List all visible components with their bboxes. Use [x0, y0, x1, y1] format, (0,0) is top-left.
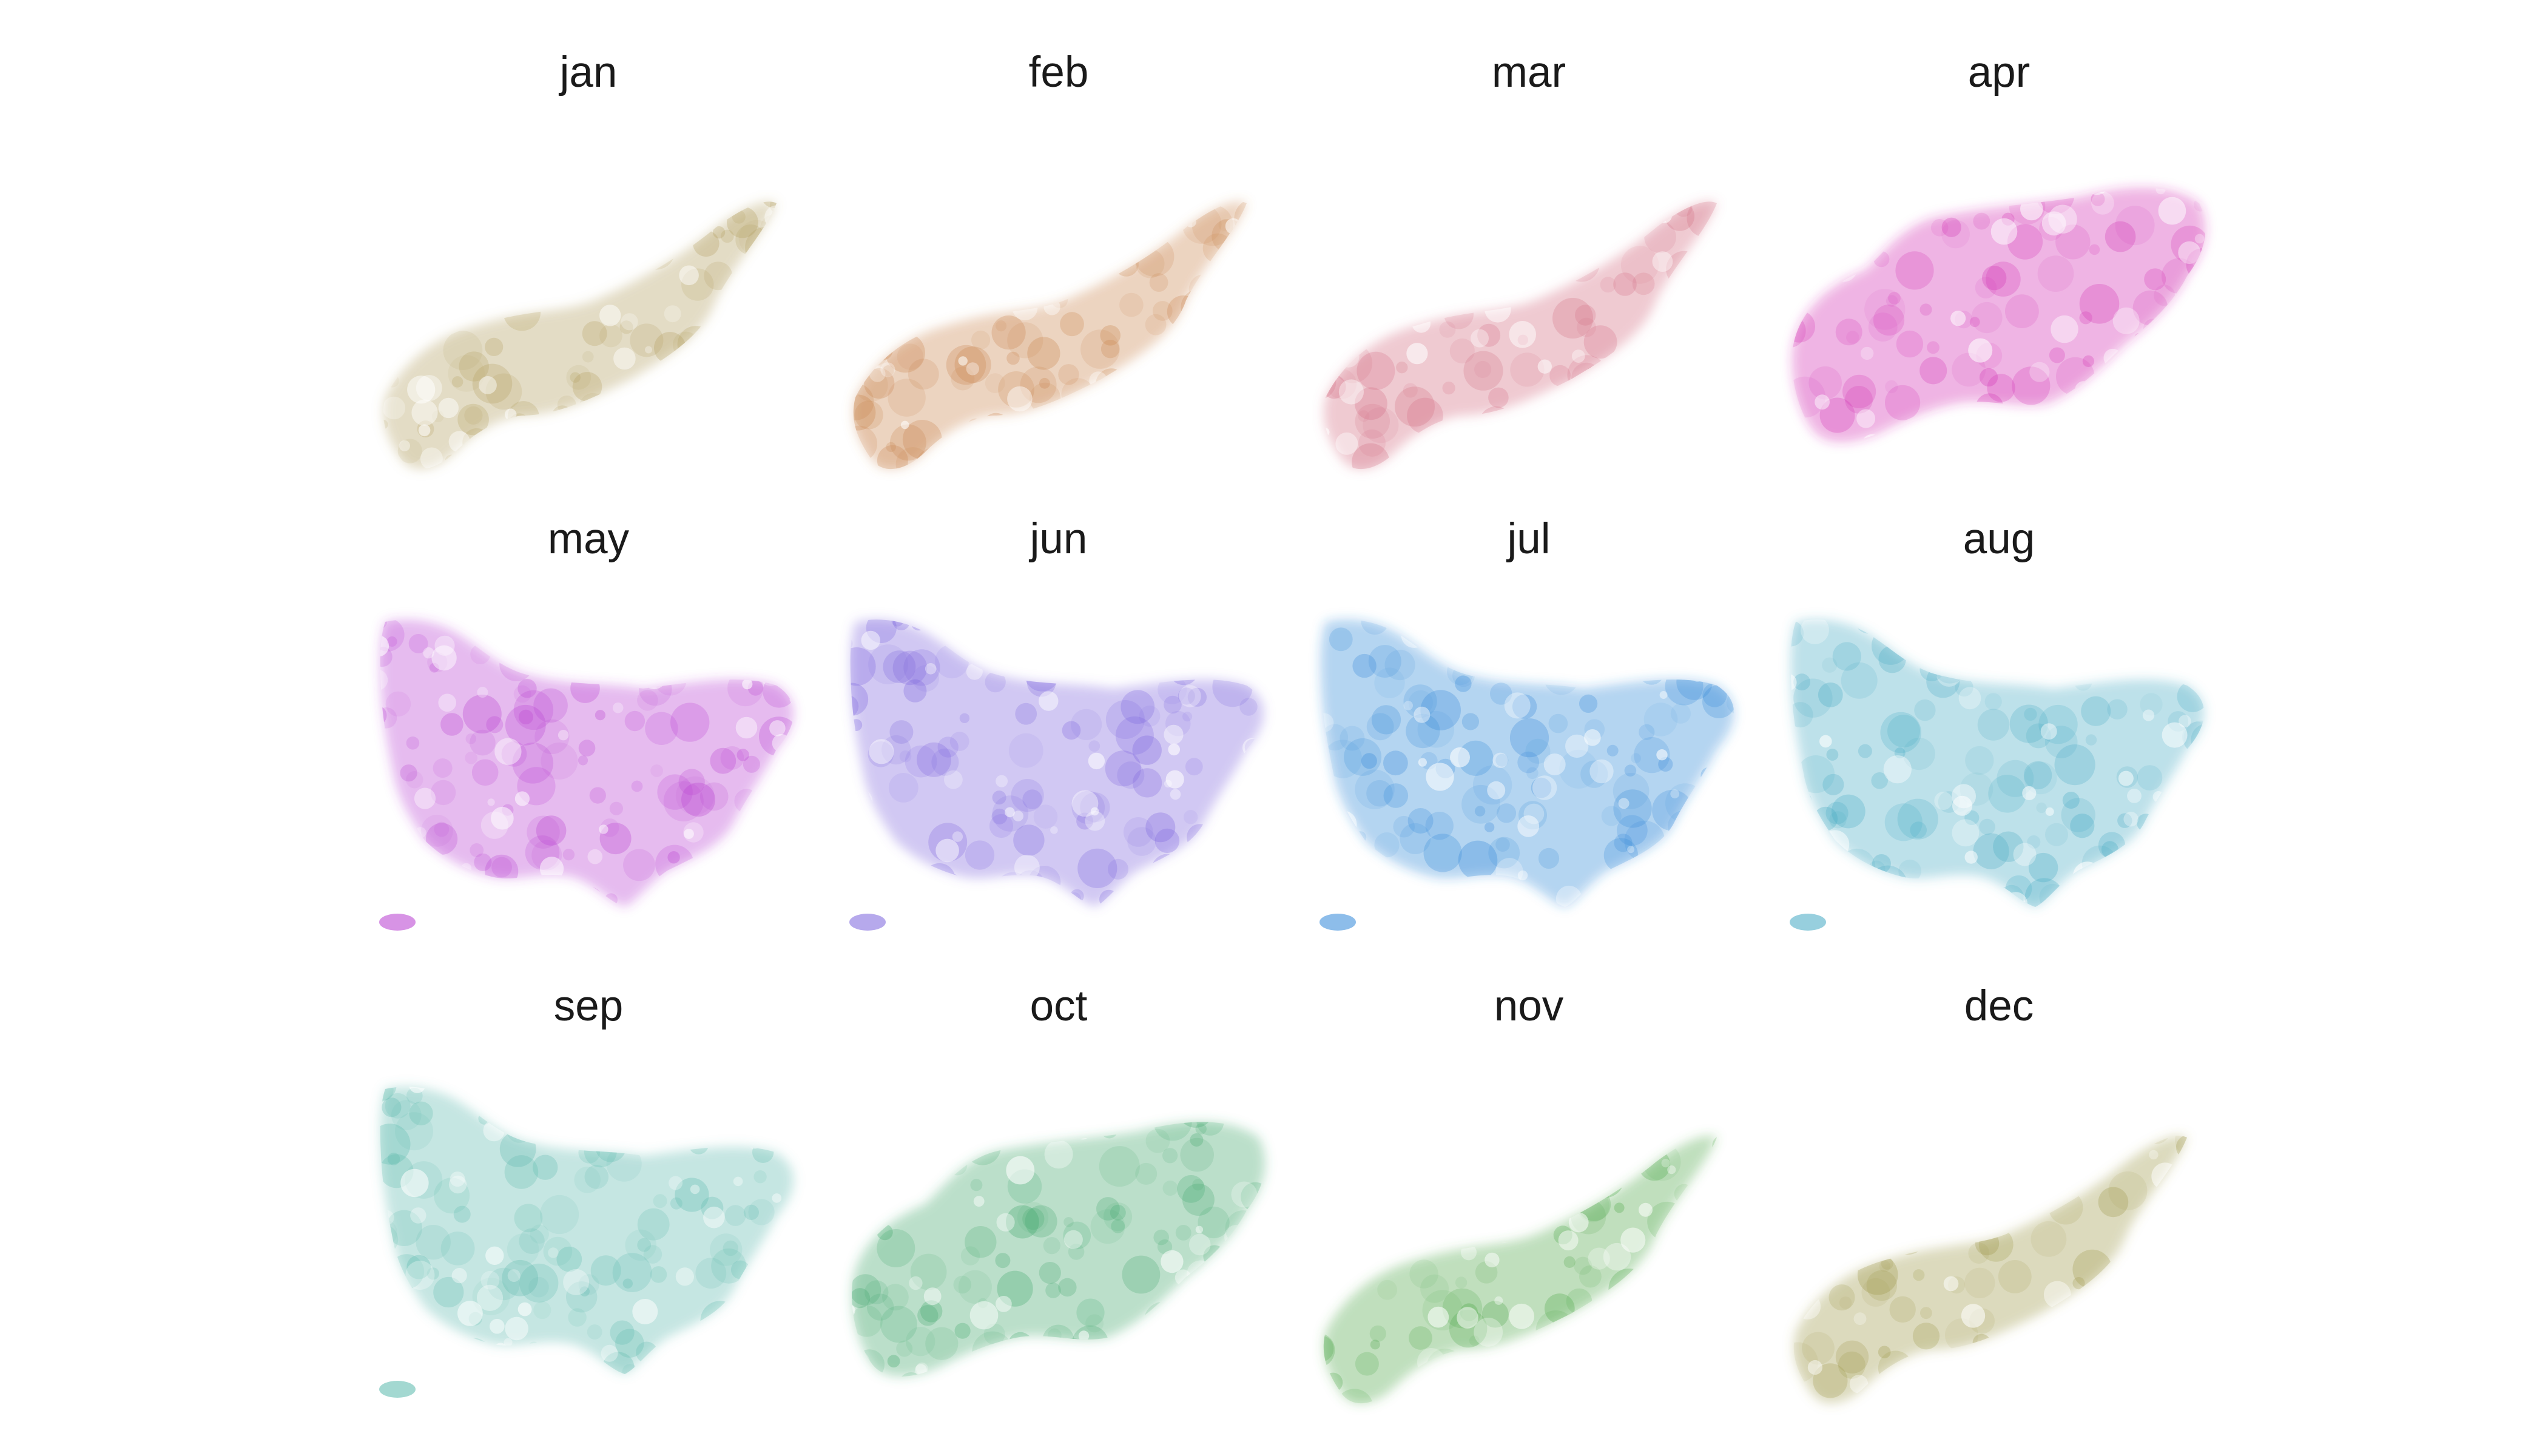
map-panel-jan: jan: [383, 49, 777, 470]
panel-grid: jan feb mar apr may jun jul aug sep oct nov dec: [379, 49, 2206, 1404]
density-map-nov: [1323, 1136, 1717, 1404]
density-texture-jul: [1320, 619, 1734, 907]
density-map-aug: [1790, 619, 2205, 931]
density-map-dec: [1793, 1136, 2187, 1404]
density-map-jan: [383, 201, 777, 470]
map-panel-apr: apr: [1792, 49, 2206, 442]
panel-title-sep: sep: [554, 982, 623, 1030]
map-island-aug: [1790, 914, 1826, 931]
density-map-feb: [853, 201, 1247, 470]
map-region-jan: [383, 201, 777, 470]
panel-title-may: may: [548, 515, 630, 563]
map-region-jun: [850, 619, 1264, 907]
map-region-dec: [1793, 1136, 2187, 1404]
density-map-mar: [1323, 201, 1717, 470]
map-region-sep: [380, 1087, 794, 1374]
map-panel-jul: jul: [1320, 515, 1734, 931]
map-region-jul: [1320, 619, 1734, 907]
density-map-sep: [379, 1087, 794, 1398]
map-island-jun: [849, 914, 886, 931]
map-region-nov: [1323, 1136, 1717, 1404]
density-map-jun: [849, 619, 1264, 931]
map-region-aug: [1790, 619, 2205, 907]
map-island-jul: [1320, 914, 1356, 931]
map-island-sep: [379, 1381, 416, 1398]
density-map-apr: [1792, 187, 2206, 442]
panel-title-oct: oct: [1030, 982, 1088, 1030]
density-texture-mar: [1323, 201, 1717, 470]
map-region-oct: [852, 1122, 1266, 1377]
map-panel-sep: sep: [379, 982, 794, 1398]
map-panel-oct: oct: [852, 982, 1266, 1377]
panel-title-aug: aug: [1963, 515, 2035, 563]
density-map-jul: [1320, 619, 1734, 931]
panel-title-dec: dec: [1964, 982, 2034, 1030]
map-region-feb: [853, 201, 1247, 470]
density-texture-oct: [852, 1122, 1266, 1377]
map-island-may: [379, 914, 416, 931]
density-map-oct: [852, 1122, 1266, 1377]
panel-title-jan: jan: [559, 49, 618, 96]
panel-title-feb: feb: [1029, 49, 1089, 96]
map-panel-mar: mar: [1323, 49, 1717, 470]
density-map-may: [379, 619, 794, 931]
panel-title-mar: mar: [1492, 49, 1566, 96]
map-panel-feb: feb: [853, 49, 1247, 470]
map-region-apr: [1792, 187, 2206, 442]
panel-title-apr: apr: [1968, 49, 2031, 96]
map-panel-dec: dec: [1793, 982, 2187, 1404]
map-panel-may: may: [379, 515, 794, 931]
map-panel-nov: nov: [1323, 982, 1717, 1404]
panel-title-jun: jun: [1029, 515, 1088, 563]
map-panel-aug: aug: [1790, 515, 2205, 931]
panel-title-jul: jul: [1506, 515, 1550, 563]
panel-title-nov: nov: [1494, 982, 1564, 1030]
map-panel-jun: jun: [849, 515, 1264, 931]
